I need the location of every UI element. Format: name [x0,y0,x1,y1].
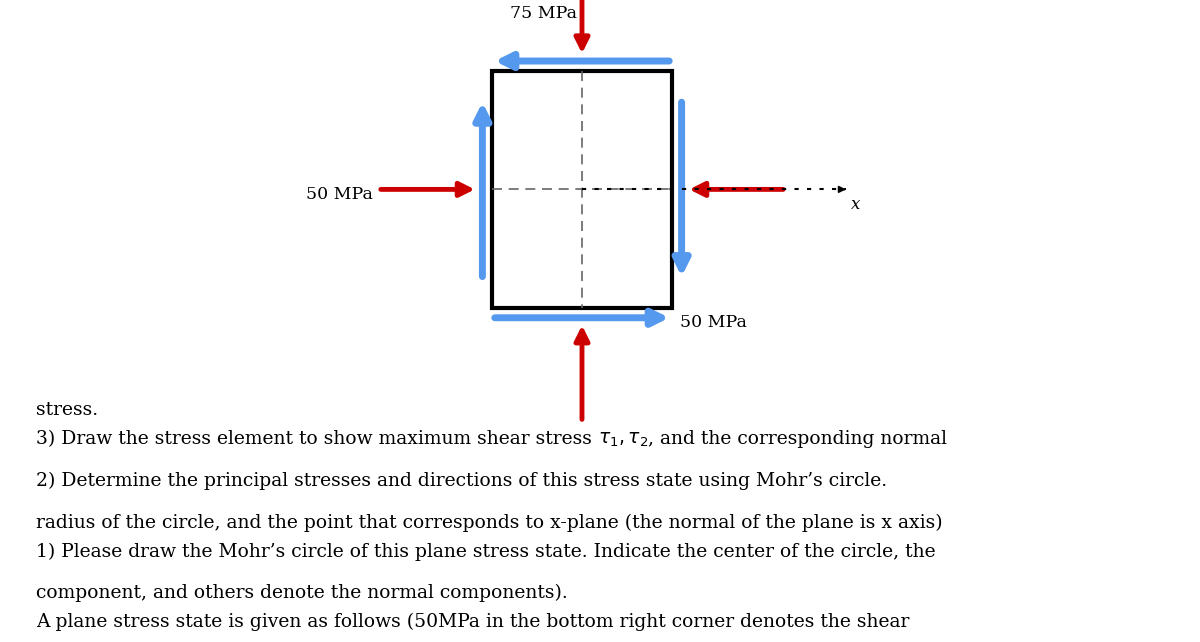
Text: radius of the circle, and the point that corresponds to x-plane (the normal of t: radius of the circle, and the point that… [36,514,943,532]
Text: , and the corresponding normal: , and the corresponding normal [648,430,947,448]
Text: A plane stress state is given as follows (50MPa in the bottom right corner denot: A plane stress state is given as follows… [36,613,910,631]
Text: component, and others denote the normal components).: component, and others denote the normal … [36,584,568,602]
Bar [492,71,672,308]
Text: 50 MPa: 50 MPa [680,315,746,331]
Text: 75 MPa: 75 MPa [510,5,577,22]
Text: stress.: stress. [36,401,98,419]
Text: 3) Draw the stress element to show maximum shear stress: 3) Draw the stress element to show maxim… [36,430,598,448]
Text: 2) Determine the principal stresses and directions of this stress state using Mo: 2) Determine the principal stresses and … [36,472,887,490]
Text: $\tau_1, \tau_2$: $\tau_1, \tau_2$ [598,430,648,449]
Text: 1) Please draw the Mohr’s circle of this plane stress state. Indicate the center: 1) Please draw the Mohr’s circle of this… [36,542,936,560]
Text: x: x [851,196,860,213]
Text: 50 MPa: 50 MPa [306,186,373,203]
